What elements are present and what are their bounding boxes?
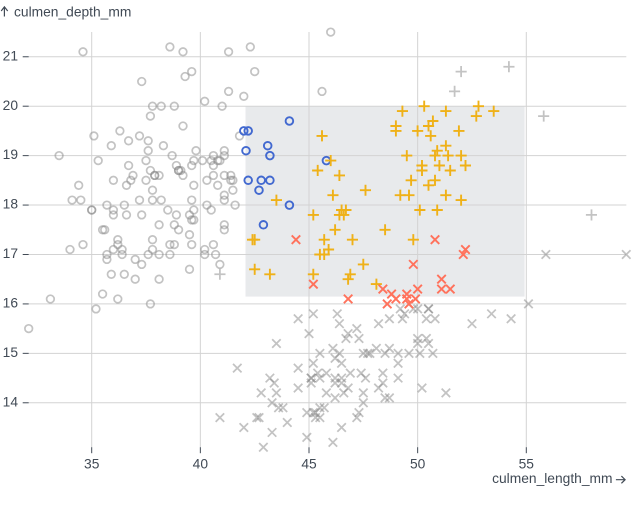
svg-text:15: 15 <box>3 345 19 360</box>
svg-text:18: 18 <box>3 197 19 212</box>
svg-text:35: 35 <box>84 457 100 472</box>
svg-text:culmen_depth_mm: culmen_depth_mm <box>14 4 131 19</box>
svg-text:55: 55 <box>519 457 535 472</box>
svg-text:17: 17 <box>3 246 18 261</box>
svg-text:21: 21 <box>3 48 18 63</box>
svg-text:20: 20 <box>3 98 19 113</box>
svg-text:19: 19 <box>3 147 19 162</box>
svg-text:50: 50 <box>410 457 426 472</box>
svg-text:45: 45 <box>301 457 317 472</box>
svg-text:16: 16 <box>3 296 19 311</box>
svg-text:40: 40 <box>193 457 209 472</box>
svg-text:culmen_length_mm: culmen_length_mm <box>492 471 612 486</box>
svg-text:14: 14 <box>3 394 19 409</box>
